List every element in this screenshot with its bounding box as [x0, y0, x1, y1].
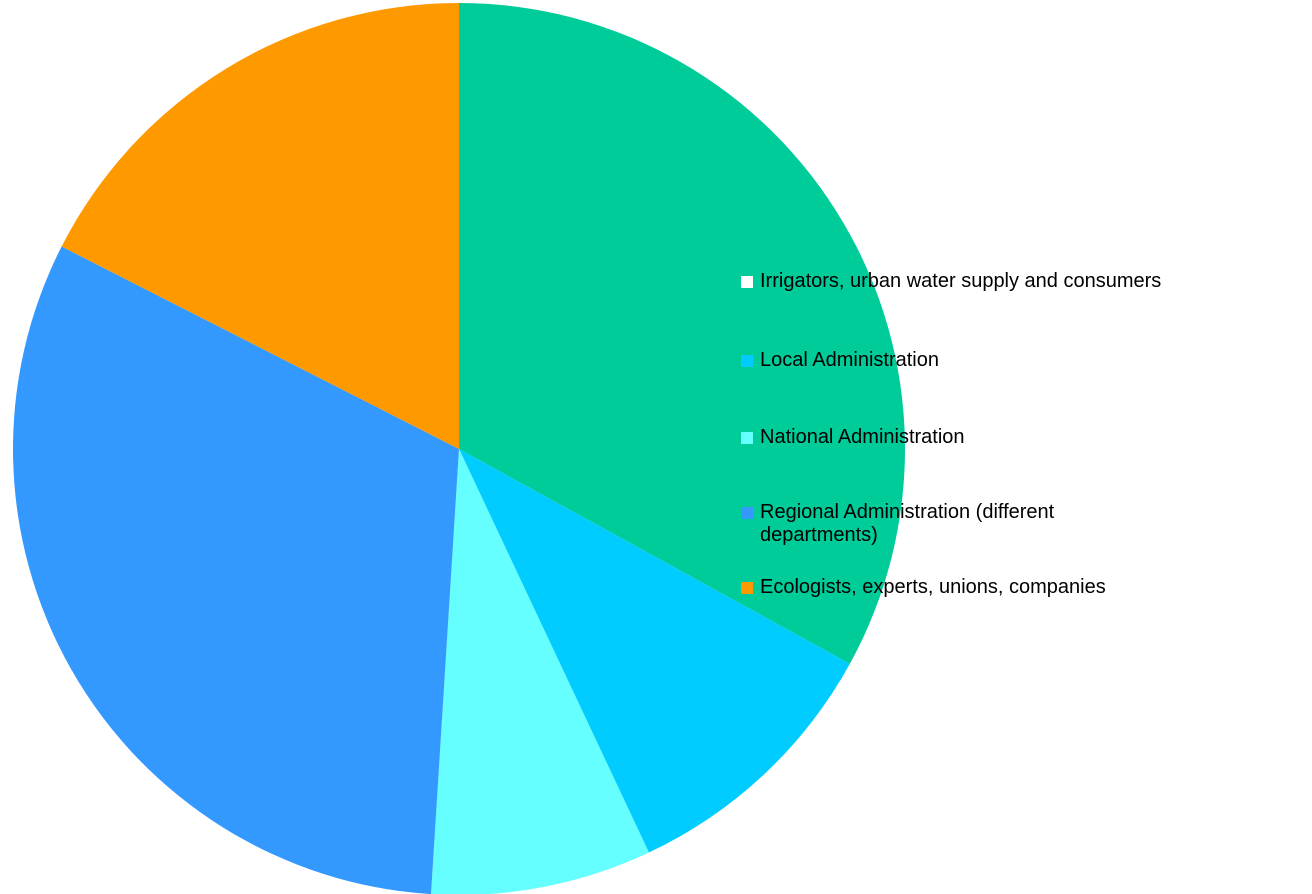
pie-slice-national-administration	[431, 449, 649, 894]
legend-label-ecologists: Ecologists, experts, unions, companies	[760, 576, 1106, 598]
pie-slice-regional-administration	[13, 246, 459, 894]
pie-slice-ecologists	[61, 3, 460, 449]
legend-swatch-ecologists	[741, 582, 753, 594]
legend-item-national-administration: National Administration	[741, 426, 965, 449]
legend-item-local-administration: Local Administration	[741, 349, 939, 372]
legend-swatch-regional-administration	[741, 507, 753, 519]
legend-swatch-irrigators	[741, 276, 753, 288]
legend-label-national-administration: National Administration	[760, 426, 965, 448]
legend-item-regional-administration: Regional Administration (different depar…	[741, 501, 1161, 547]
legend-item-irrigators: Irrigators, urban water supply and consu…	[741, 270, 1161, 293]
pie-slice-local-administration	[459, 449, 850, 853]
legend-label-regional-administration: Regional Administration (different depar…	[760, 501, 1055, 546]
legend-label-local-administration: Local Administration	[760, 349, 939, 371]
legend-label-irrigators: Irrigators, urban water supply and consu…	[760, 270, 1162, 292]
pie-slices	[13, 3, 905, 894]
legend-swatch-national-administration	[741, 432, 753, 444]
pie-slice-irrigators	[459, 3, 905, 664]
legend-swatch-local-administration	[741, 355, 753, 367]
legend-item-ecologists: Ecologists, experts, unions, companies	[741, 576, 1106, 599]
